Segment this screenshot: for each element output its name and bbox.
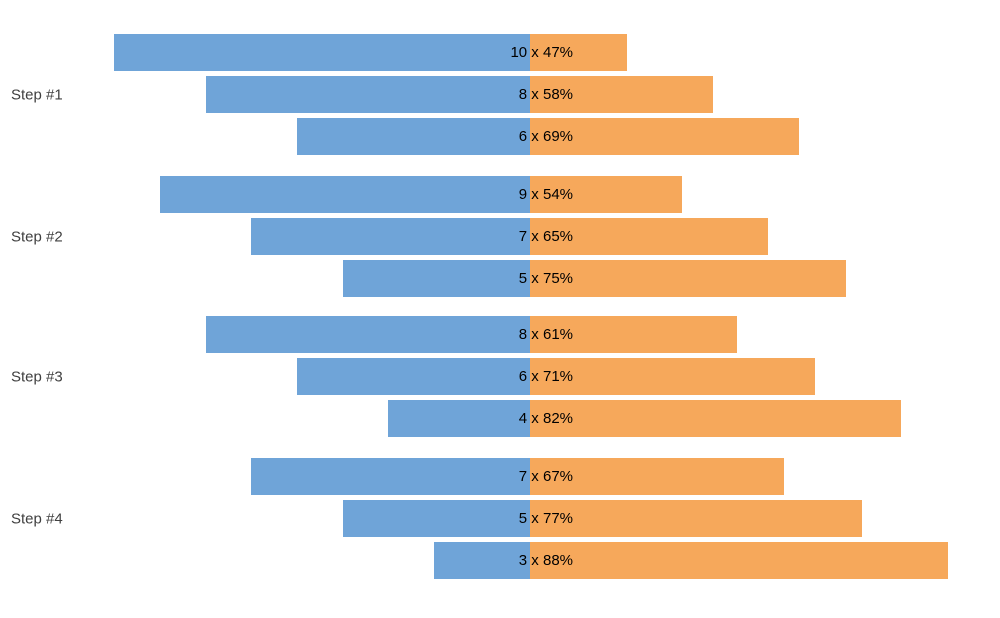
- bar-label: 6 x 69%: [518, 128, 573, 145]
- bar-label: 7 x 65%: [518, 228, 573, 245]
- count-bar: [251, 458, 530, 495]
- count-bar: [388, 400, 530, 437]
- percent-bar: [530, 400, 901, 437]
- percent-bar: [530, 76, 713, 113]
- group-label: Step #4: [11, 510, 63, 527]
- count-bar: [343, 500, 530, 537]
- bar-label: 6 x 71%: [518, 368, 573, 385]
- percent-bar: [530, 176, 682, 213]
- bar-label: 4 x 82%: [518, 410, 573, 427]
- bar-label: 8 x 58%: [518, 86, 573, 103]
- bar-label: 3 x 88%: [518, 552, 573, 569]
- bar-label: 9 x 54%: [518, 186, 573, 203]
- percent-bar: [530, 458, 784, 495]
- bar-label: 10 x 47%: [510, 44, 573, 61]
- percent-bar: [530, 316, 737, 353]
- bar-label: 5 x 77%: [518, 510, 573, 527]
- count-bar: [251, 218, 530, 255]
- group-label: Step #3: [11, 368, 63, 385]
- bar-label: 5 x 75%: [518, 270, 573, 287]
- count-bar: [114, 34, 530, 71]
- count-bar: [297, 358, 530, 395]
- count-bar: [160, 176, 530, 213]
- bar-label: 7 x 67%: [518, 468, 573, 485]
- count-bar: [297, 118, 530, 155]
- group-label: Step #1: [11, 86, 63, 103]
- count-bar: [434, 542, 530, 579]
- bar-label: 8 x 61%: [518, 326, 573, 343]
- count-bar: [206, 76, 530, 113]
- group-label: Step #2: [11, 228, 63, 245]
- count-bar: [206, 316, 530, 353]
- percent-bar: [530, 260, 846, 297]
- percent-bar: [530, 542, 948, 579]
- percent-bar: [530, 358, 815, 395]
- percent-bar: [530, 500, 862, 537]
- count-bar: [343, 260, 530, 297]
- percent-bar: [530, 118, 799, 155]
- percent-bar: [530, 34, 627, 71]
- percent-bar: [530, 218, 768, 255]
